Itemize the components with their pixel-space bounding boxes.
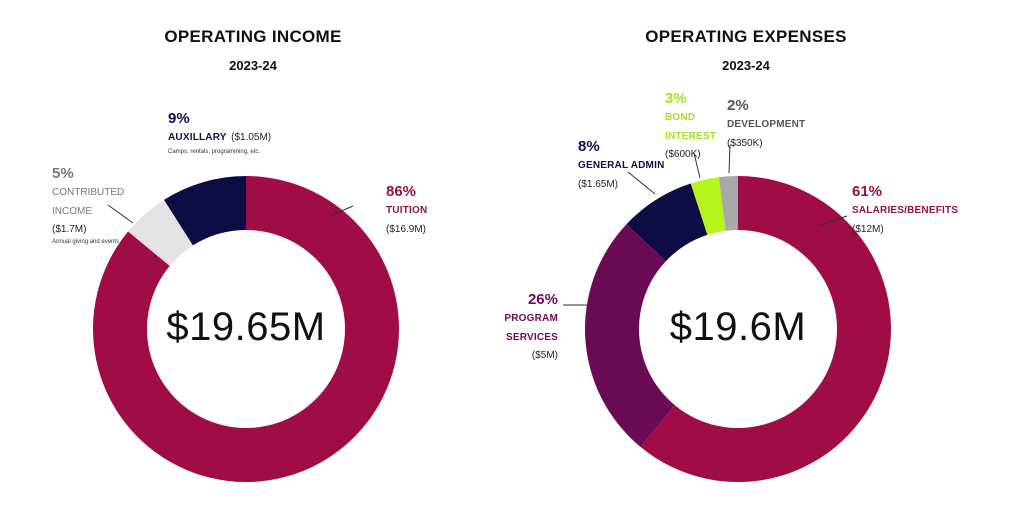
label-bond-name: BOND INTEREST — [665, 112, 717, 142]
label-contributed-name: CONTRIBUTED INCOME — [52, 187, 125, 217]
label-tuition: 86% TUITION ($16.9M) — [386, 183, 427, 237]
label-program-amount: ($5M) — [531, 350, 558, 362]
label-development-name: DEVELOPMENT — [727, 119, 806, 131]
expenses-donut — [584, 176, 891, 483]
expenses-chart-title: OPERATING EXPENSES — [645, 27, 847, 46]
leader-line-development — [728, 144, 731, 174]
label-contributed-amount: ($1.7M) — [52, 224, 87, 236]
label-salaries: 61% SALARIES/BENEFITS ($12M) — [852, 183, 958, 237]
income-donut — [92, 176, 400, 482]
label-auxillary-note: Camps, rentals, programming, etc. — [168, 148, 261, 155]
leader-line-bond-interest — [693, 152, 701, 179]
label-program-services: 26% PROGRAM SERVICES ($5M) — [486, 291, 558, 363]
leader-line-salaries — [819, 215, 848, 226]
label-auxillary-name: AUXILLARY — [168, 132, 227, 144]
donut-slice-contributed-income — [128, 199, 193, 266]
income-chart-subtitle: 2023-24 — [229, 58, 277, 73]
label-auxillary-percent: 9% — [168, 110, 190, 127]
donut-slice-salaries-benefits — [640, 176, 891, 483]
donut-slice-tuition — [92, 176, 400, 482]
label-auxillary: 9% AUXILLARY ($1.05M) Camps, rentals, pr… — [168, 110, 271, 156]
label-tuition-amount: ($16.9M) — [386, 223, 427, 235]
label-salaries-amount: ($12M) — [852, 223, 884, 235]
donut-slice-program-services — [584, 224, 675, 447]
expenses-chart-subtitle: 2023-24 — [722, 58, 770, 73]
expenses-center-total: $19.6M — [669, 305, 807, 349]
label-bond-percent: 3% — [665, 90, 687, 107]
label-auxillary-amount: ($1.05M) — [231, 132, 272, 144]
label-contributed: 5% CONTRIBUTED INCOME ($1.7M) Annual giv… — [52, 165, 132, 246]
label-salaries-percent: 61% — [852, 183, 883, 200]
label-program-name: PROGRAM SERVICES — [504, 313, 558, 343]
label-tuition-percent: 86% — [386, 183, 417, 200]
label-tuition-name: TUITION — [386, 205, 428, 217]
leader-lines — [107, 144, 848, 306]
label-contributed-note: Annual giving and events — [52, 239, 120, 246]
label-general-admin-name: GENERAL ADMIN — [578, 160, 665, 172]
leader-line-tuition — [329, 205, 354, 217]
donut-slice-development — [718, 176, 738, 231]
leader-line-contributed — [107, 204, 134, 224]
label-bond-interest: 3% BOND INTEREST ($600K) — [665, 90, 725, 162]
donut-slice-general-admin — [626, 183, 708, 262]
income-chart-title: OPERATING INCOME — [164, 27, 342, 46]
leader-line-general-admin — [627, 171, 656, 195]
label-contributed-percent: 5% — [52, 165, 74, 182]
label-development-percent: 2% — [727, 97, 749, 114]
donut-slice-auxillary — [164, 176, 246, 246]
label-general-admin: 8% GENERAL ADMIN ($1.65M) — [578, 138, 665, 192]
label-general-admin-percent: 8% — [578, 138, 600, 155]
label-development: 2% DEVELOPMENT ($350K) — [727, 97, 805, 151]
label-program-percent: 26% — [527, 291, 558, 308]
income-center-total: $19.65M — [166, 305, 326, 349]
label-bond-amount: ($600K) — [665, 149, 701, 161]
label-development-amount: ($350K) — [727, 137, 763, 149]
label-salaries-name: SALARIES/BENEFITS — [852, 205, 959, 217]
label-general-admin-amount: ($1.65M) — [578, 178, 619, 190]
donut-slice-bond-interest — [690, 177, 726, 235]
